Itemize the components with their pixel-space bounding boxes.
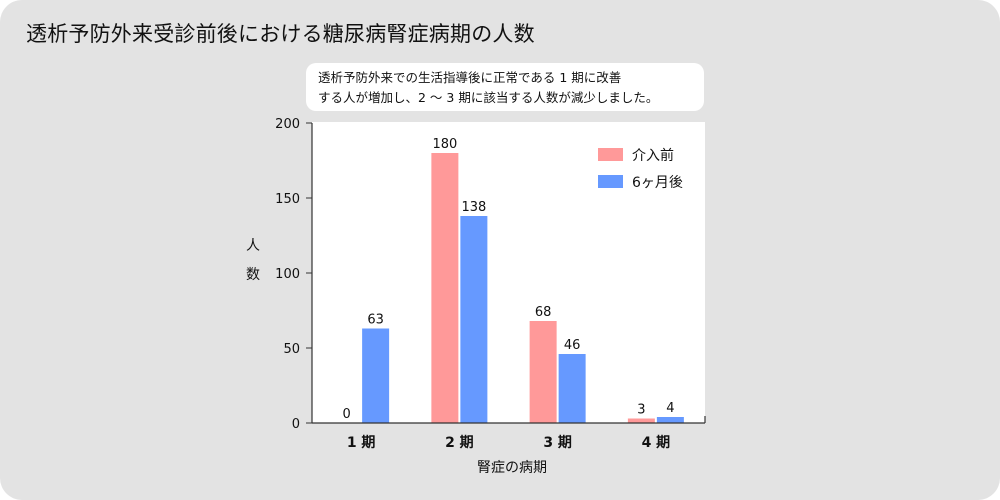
data-label: 63 xyxy=(367,313,384,328)
bar xyxy=(627,418,655,423)
annotation-line-1: 透析予防外来での生活指導後に正常である 1 期に改善 xyxy=(318,70,622,85)
y-tick-label: 200 xyxy=(275,117,300,132)
annotation-box: 透析予防外来での生活指導後に正常である 1 期に改善 する人が増加し、2 〜 3… xyxy=(306,63,704,111)
bar xyxy=(558,354,586,423)
x-tick-label: 3 期 xyxy=(543,435,572,451)
legend-label: 6ヶ月後 xyxy=(632,175,683,191)
x-tick-label: 2 期 xyxy=(445,435,474,451)
annotation-line-2: する人が増加し、2 〜 3 期に該当する人数が減少しました。 xyxy=(318,90,659,105)
x-tick-label: 1 期 xyxy=(347,435,376,451)
data-label: 3 xyxy=(637,403,645,418)
legend-swatch xyxy=(598,148,623,161)
y-axis-label: 人数 xyxy=(246,238,260,283)
data-label: 138 xyxy=(461,200,486,215)
legend-swatch xyxy=(598,175,623,188)
x-tick-label: 4 期 xyxy=(642,435,671,451)
y-tick-label: 0 xyxy=(292,417,300,432)
bar xyxy=(529,321,557,423)
data-label: 68 xyxy=(535,305,552,320)
bar xyxy=(656,417,684,423)
legend-label: 介入前 xyxy=(632,147,674,164)
bar xyxy=(362,328,390,423)
data-label: 0 xyxy=(342,407,350,422)
x-axis-label: 腎症の病期 xyxy=(477,460,547,476)
y-tick-label: 50 xyxy=(283,342,300,357)
y-tick-label: 150 xyxy=(275,192,300,207)
bar xyxy=(460,216,488,423)
chart-title: 透析予防外来受診前後における糖尿病腎症病期の人数 xyxy=(26,22,535,46)
data-label: 4 xyxy=(666,401,674,416)
y-tick-label: 100 xyxy=(275,267,300,282)
bar xyxy=(431,153,459,423)
data-label: 180 xyxy=(432,137,457,152)
data-label: 46 xyxy=(564,338,581,353)
